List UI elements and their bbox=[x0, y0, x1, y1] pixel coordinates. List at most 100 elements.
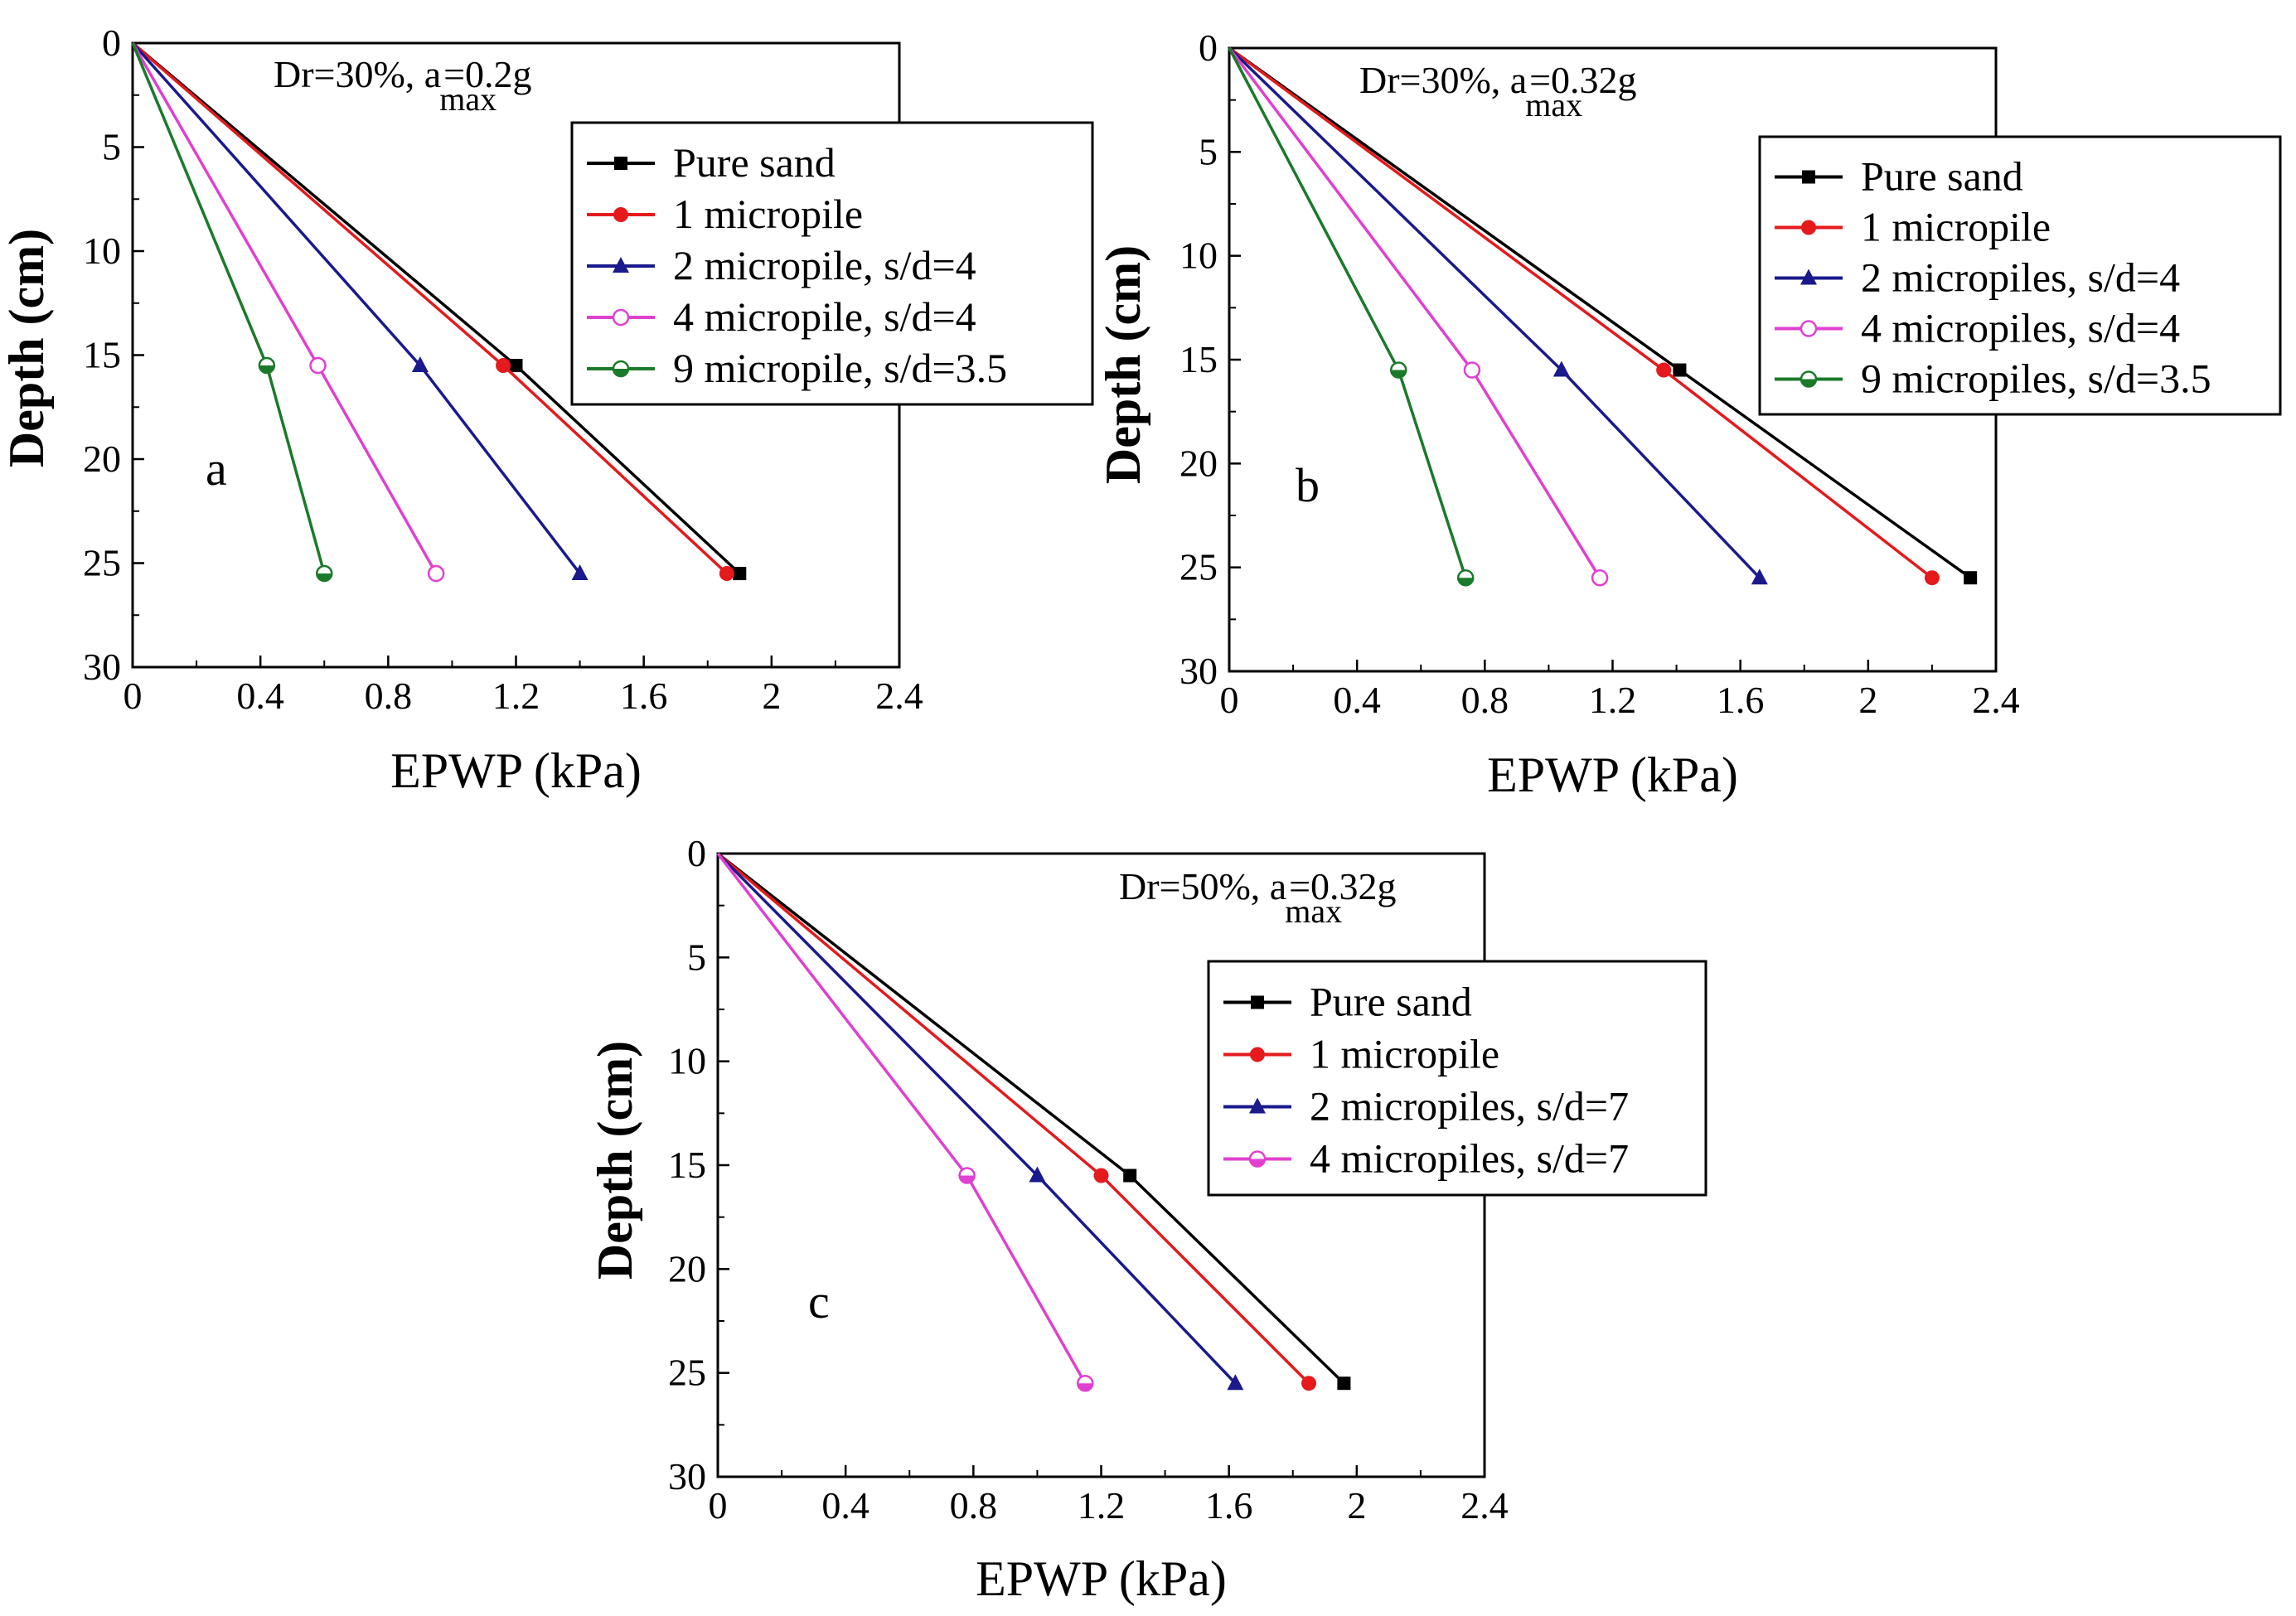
annotation-suffix: =0.32g bbox=[1289, 865, 1396, 907]
legend: Pure sand 1 micropile 2 micropile, s/d=4 4 … bbox=[570, 121, 1094, 406]
annotation-subscript: max bbox=[1525, 86, 1582, 123]
legend-marker bbox=[1800, 370, 1818, 388]
series-line bbox=[716, 852, 1087, 1385]
data-point bbox=[1656, 362, 1672, 378]
chart-panel-b: 0 0.4 0.8 1.2 1.6 2 2.4 0 5 10 15 20 25 30 EPWP (kPa) D… bbox=[1096, 27, 2282, 802]
series-2-micropile-s-d-4 bbox=[131, 41, 589, 581]
legend-marker bbox=[614, 157, 627, 170]
x-axis-title: EPWP (kPa) bbox=[390, 743, 642, 798]
x-tick-label: 0.4 bbox=[1333, 679, 1381, 721]
data-point bbox=[1456, 569, 1475, 587]
series-4-micropile-s-d-4 bbox=[131, 42, 445, 583]
series-4-micropiles-s-d-7 bbox=[716, 852, 1094, 1392]
legend-item-4-micropiles-s-d-7: 4 micropiles, s/d=7 bbox=[1223, 1135, 1629, 1182]
annotation-subscript: max bbox=[1285, 893, 1342, 930]
x-tick-label: 0 bbox=[1220, 679, 1239, 721]
series-pure-sand bbox=[1228, 46, 1978, 585]
x-tick-label: 0 bbox=[709, 1484, 728, 1526]
legend-item-1-micropile: 1 micropile bbox=[1223, 1031, 1499, 1077]
legend-item-pure-sand: Pure sand bbox=[1775, 153, 2023, 200]
data-point bbox=[411, 356, 429, 373]
legend-label: 4 micropile, s/d=4 bbox=[673, 293, 976, 340]
data-point bbox=[958, 1167, 976, 1184]
data-point bbox=[733, 567, 747, 581]
y-tick-label: 10 bbox=[668, 1040, 706, 1082]
data-point bbox=[1964, 571, 1978, 585]
legend-label: 1 micropile bbox=[1861, 204, 2051, 250]
x-axis-title: EPWP (kPa) bbox=[1487, 748, 1738, 802]
legend-marker bbox=[1800, 269, 1817, 285]
legend-marker bbox=[1802, 170, 1815, 184]
series-1-micropile bbox=[131, 41, 734, 582]
y-tick-label: 0 bbox=[1199, 27, 1218, 69]
x-tick-label: 0.4 bbox=[821, 1484, 869, 1526]
annotation-suffix: =0.2g bbox=[443, 53, 531, 95]
x-tick-label: 0.8 bbox=[950, 1484, 998, 1526]
data-point bbox=[509, 359, 523, 373]
data-point bbox=[1552, 360, 1570, 377]
marker-fill bbox=[1391, 370, 1407, 378]
data-point bbox=[1123, 1168, 1137, 1183]
legend-label: 2 micropiles, s/d=7 bbox=[1310, 1083, 1629, 1130]
legend-marker bbox=[613, 257, 629, 273]
x-axis: 0 0.4 0.8 1.2 1.6 2 2.4 bbox=[124, 656, 923, 717]
series-2-micropiles-s-d-7 bbox=[716, 852, 1244, 1391]
data-point bbox=[427, 564, 445, 583]
x-tick-label: 1.2 bbox=[1589, 679, 1637, 721]
data-point bbox=[1337, 1377, 1351, 1391]
panel-letter: a bbox=[206, 442, 227, 496]
x-tick-label: 2 bbox=[1858, 679, 1877, 721]
x-axis-title: EPWP (kPa) bbox=[976, 1551, 1227, 1606]
legend-item-2-micropiles-s-d-7: 2 micropiles, s/d=7 bbox=[1223, 1083, 1629, 1130]
y-tick-label: 0 bbox=[687, 832, 706, 874]
x-tick-label: 2.4 bbox=[875, 675, 923, 717]
legend-box bbox=[1207, 960, 1707, 1197]
marker-fill bbox=[1078, 1383, 1093, 1391]
annotation-prefix: Dr=50%, a bbox=[1119, 865, 1286, 907]
series-1-micropile bbox=[1228, 46, 1940, 586]
x-tick-label: 1.2 bbox=[1078, 1484, 1126, 1526]
legend-marker bbox=[1248, 1150, 1267, 1168]
y-tick-label: 25 bbox=[83, 542, 121, 584]
legend-marker bbox=[612, 308, 630, 327]
series-9-micropiles-s-d-3-5 bbox=[1228, 47, 1475, 587]
y-tick-label: 10 bbox=[1179, 235, 1218, 277]
y-tick-label: 25 bbox=[1179, 546, 1218, 588]
y-axis-title: Depth (cm) bbox=[1096, 245, 1150, 484]
data-point bbox=[1673, 363, 1687, 377]
y-tick-label: 25 bbox=[668, 1352, 706, 1394]
legend-label: 1 micropile bbox=[673, 191, 863, 237]
legend-item-9-micropile-s-d-3-5: 9 micropile, s/d=3.5 bbox=[587, 345, 1007, 391]
series-9-micropile-s-d-3-5 bbox=[131, 42, 333, 583]
marker-fill bbox=[1250, 1159, 1265, 1167]
marker-fill bbox=[613, 369, 628, 376]
data-point bbox=[496, 358, 511, 374]
data-point bbox=[1463, 361, 1481, 379]
y-tick-label: 5 bbox=[687, 936, 706, 978]
data-point bbox=[1029, 1166, 1046, 1183]
annotation-prefix: Dr=30%, a bbox=[274, 53, 441, 95]
legend-label: 2 micropiles, s/d=4 bbox=[1861, 254, 2180, 301]
data-point bbox=[1591, 569, 1609, 587]
legend-label: 4 micropiles, s/d=7 bbox=[1310, 1135, 1629, 1182]
data-point bbox=[309, 356, 327, 375]
legend-marker bbox=[1801, 220, 1816, 235]
legend-label: 1 micropile bbox=[1310, 1031, 1499, 1077]
y-tick-label: 15 bbox=[83, 334, 121, 376]
legend-item-1-micropile: 1 micropile bbox=[1775, 204, 2051, 250]
legend-item-pure-sand: Pure sand bbox=[587, 139, 836, 186]
data-point bbox=[316, 564, 333, 583]
y-tick-label: 20 bbox=[83, 438, 121, 480]
legend: Pure sand 1 micropile 2 micropiles, s/d=7 4… bbox=[1207, 960, 1707, 1197]
x-axis: 0 0.4 0.8 1.2 1.6 2 2.4 bbox=[709, 1465, 1509, 1526]
x-tick-label: 1.6 bbox=[1205, 1484, 1253, 1526]
x-tick-label: 0 bbox=[124, 675, 143, 717]
x-tick-label: 1.2 bbox=[492, 675, 540, 717]
marker-fill bbox=[259, 365, 274, 374]
legend-item-9-micropiles-s-d-3-5: 9 micropiles, s/d=3.5 bbox=[1775, 356, 2211, 402]
y-axis: 0 5 10 15 20 25 30 bbox=[83, 22, 144, 688]
data-point bbox=[1301, 1376, 1317, 1391]
y-axis: 0 5 10 15 20 25 30 bbox=[1179, 27, 1241, 692]
